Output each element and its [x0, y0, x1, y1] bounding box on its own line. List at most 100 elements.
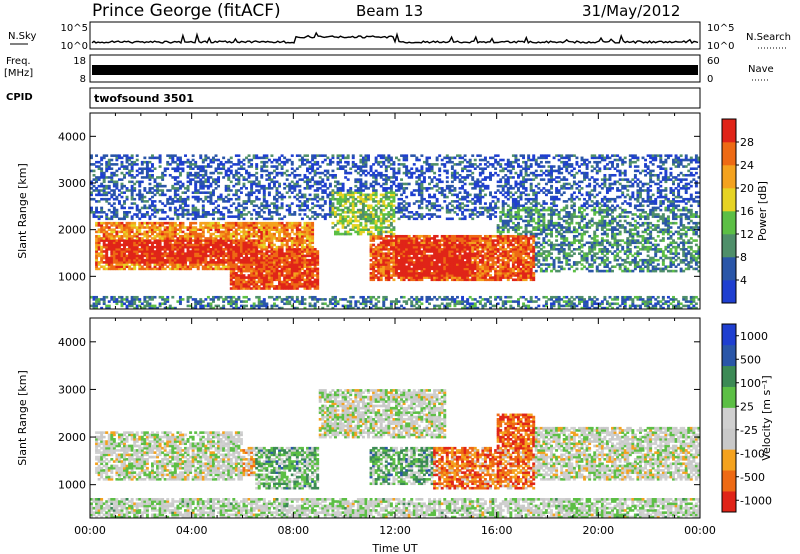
heatmap-cell [196, 215, 200, 218]
heatmap-cell [247, 267, 251, 271]
heatmap-cell [237, 224, 241, 227]
heatmap-cell [262, 204, 266, 208]
heatmap-cell [201, 208, 205, 212]
heatmap-cell [392, 241, 396, 245]
heatmap-cell [417, 241, 421, 245]
heatmap-cell [158, 182, 162, 186]
heatmap-cell [313, 298, 317, 301]
heatmap-cell [278, 278, 282, 282]
heatmap-cell [171, 202, 175, 205]
heatmap-cell [384, 271, 388, 275]
heatmap-cell [178, 195, 182, 199]
heatmap-cell [166, 245, 170, 249]
heatmap-cell [130, 298, 134, 301]
heatmap-cell [262, 258, 266, 262]
heatmap-cell [349, 217, 353, 221]
heatmap-cell [379, 197, 383, 201]
heatmap-cell [422, 197, 426, 201]
heatmap-cell [278, 195, 282, 199]
heatmap-cell [189, 256, 193, 260]
heatmap-cell [306, 271, 309, 275]
heatmap-cell [166, 221, 170, 225]
heatmap-cell [262, 285, 266, 288]
heatmap-cell [283, 160, 287, 164]
heatmap-cell [275, 173, 279, 177]
heatmap-cell [321, 180, 325, 184]
heatmap-cell [306, 169, 309, 173]
heatmap-cell [364, 160, 368, 164]
heatmap-cell [344, 232, 348, 236]
heatmap-cell [110, 230, 114, 234]
heatmap-cell [361, 217, 365, 221]
heatmap-cell [112, 215, 116, 218]
heatmap-cell [387, 178, 391, 181]
heatmap-cell [242, 202, 246, 205]
heatmap-cell [227, 258, 231, 262]
heatmap-cell [382, 221, 386, 225]
heatmap-cell [344, 304, 348, 308]
heatmap-cell [420, 234, 424, 238]
heatmap-cell [212, 241, 215, 245]
heatmap-cell [278, 306, 282, 310]
heatmap-cell [392, 182, 396, 186]
heatmap-cell [290, 230, 294, 234]
heatmap-cell [115, 187, 119, 190]
heatmap-cell [130, 156, 134, 160]
heatmap-cell [395, 234, 398, 238]
heatmap-cell [186, 237, 190, 240]
heatmap-cell [112, 197, 116, 201]
heatmap-cell [120, 300, 124, 303]
heatmap-cell [372, 304, 376, 308]
heatmap-cell [313, 180, 317, 184]
heatmap-cell [214, 224, 218, 227]
heatmap-cell [265, 178, 269, 181]
heatmap-cell [331, 306, 335, 310]
heatmap-cell [234, 237, 238, 240]
heatmap-cell [100, 254, 104, 258]
heatmap-cell [288, 252, 292, 255]
heatmap-cell [181, 182, 185, 186]
heatmap-cell [201, 176, 205, 179]
heatmap-cell [191, 206, 195, 210]
heatmap-cell [95, 295, 99, 299]
heatmap-cell [339, 298, 343, 301]
heatmap-cell [339, 200, 343, 203]
heatmap-cell [252, 226, 256, 229]
heatmap-cell [125, 239, 129, 242]
heatmap-cell [151, 250, 154, 253]
heatmap-cell [115, 163, 119, 166]
heatmap-cell [239, 230, 243, 234]
heatmap-cell [321, 195, 325, 199]
heatmap-cell [138, 191, 142, 194]
heatmap-cell [331, 160, 335, 164]
heatmap-cell [270, 180, 274, 184]
heatmap-cell [140, 267, 144, 271]
heatmap-cell [252, 258, 256, 262]
heatmap-cell [186, 258, 190, 262]
heatmap-cell [265, 200, 269, 203]
heatmap-cell [178, 204, 182, 208]
heatmap-cell [417, 271, 421, 275]
heatmap-cell [278, 274, 282, 277]
heatmap-cell [204, 258, 208, 262]
heatmap-cell [163, 248, 167, 251]
heatmap-cell [153, 184, 157, 188]
heatmap-cell [311, 178, 315, 181]
heatmap-cell [100, 189, 104, 192]
heatmap-cell [161, 256, 165, 260]
heatmap-cell [384, 180, 388, 184]
heatmap-cell [361, 213, 365, 216]
heatmap-cell [135, 228, 139, 231]
heatmap-cell [219, 254, 223, 258]
heatmap-cell [171, 267, 175, 271]
heatmap-cell [120, 204, 124, 208]
heatmap-cell [295, 221, 299, 225]
heatmap-cell [369, 278, 373, 282]
heatmap-cell [402, 182, 406, 186]
heatmap-cell [346, 306, 350, 310]
heatmap-cell [107, 256, 111, 260]
heatmap-cell [369, 169, 373, 173]
heatmap-cell [328, 215, 332, 218]
heatmap-cell [262, 224, 266, 227]
heatmap-cell [349, 193, 353, 197]
